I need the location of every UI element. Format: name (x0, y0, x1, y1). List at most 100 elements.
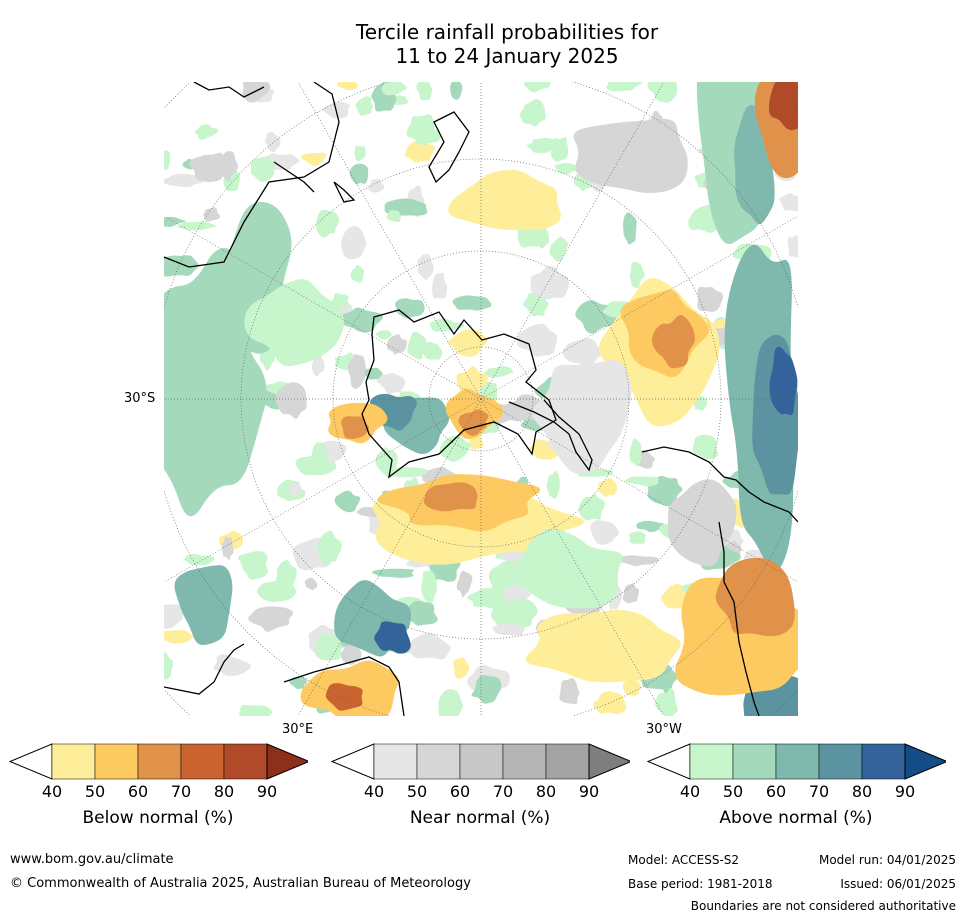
field-region (341, 416, 370, 439)
field-patch (692, 434, 719, 460)
field-patch (349, 163, 369, 185)
colorbar-tick-label: 40 (679, 782, 701, 801)
latitude-label-30s: 30°S (124, 391, 156, 406)
field-patch (629, 261, 646, 289)
coastline (193, 82, 265, 98)
field-patch (164, 216, 188, 227)
field-patch (623, 212, 637, 245)
field-patch (264, 131, 281, 153)
field-patch (554, 163, 578, 175)
field-patch (213, 654, 253, 677)
colorbar-tick-label: 80 (851, 782, 873, 801)
colorbar-lower-triangle (330, 743, 375, 780)
colorbar-upper-triangle (904, 743, 946, 780)
field-patch (176, 221, 218, 231)
coastline (718, 521, 760, 716)
coastline (641, 446, 798, 523)
field-region (423, 482, 478, 512)
field-region (499, 528, 623, 609)
colorbar-tick-label: 90 (578, 782, 600, 801)
colorbar-tick-label: 80 (535, 782, 557, 801)
field-region (532, 359, 632, 475)
field-patch (439, 435, 471, 462)
field-patch (368, 178, 385, 193)
field-patch (422, 341, 443, 360)
field-patch (376, 373, 406, 395)
field-patch (331, 293, 349, 308)
meridian-line (480, 398, 665, 716)
field-patch (404, 600, 438, 626)
colorbar-bin (689, 743, 734, 780)
colorbar-bin (732, 743, 777, 780)
colorbar-tick-label: 40 (41, 782, 63, 801)
coastline (164, 82, 340, 268)
colorbar-below (8, 743, 308, 780)
coastline (428, 111, 470, 184)
field-patch (622, 583, 640, 604)
coastline (273, 161, 315, 193)
field-patch (221, 535, 234, 561)
field-patch (550, 137, 569, 162)
colorbar-bin (51, 743, 96, 780)
coastline (283, 656, 405, 716)
colorbar-near (330, 743, 630, 780)
field-patch (275, 560, 297, 591)
field-patch (416, 82, 433, 101)
field-patch (697, 286, 724, 312)
colorbar-tick-label: 90 (894, 782, 916, 801)
colorbar-bin (545, 743, 590, 780)
website-link[interactable]: www.bom.gov.au/climate (10, 852, 174, 867)
field-patch (164, 610, 173, 630)
legend-below-normal: 40 50 60 70 80 90 Below normal (%) (8, 742, 308, 852)
colorbar-tick-label: 60 (765, 782, 787, 801)
field-patch (417, 253, 434, 280)
colorbar-tick-label: 70 (808, 782, 830, 801)
field-patch (526, 137, 559, 154)
field-patch (466, 587, 509, 609)
field-patch (524, 82, 551, 93)
field-patch (406, 114, 435, 146)
field-patch (409, 633, 452, 660)
field-region (573, 118, 689, 193)
field-region (374, 621, 411, 654)
field-patch (450, 82, 463, 100)
graticule (164, 82, 798, 716)
colorbar-bin (502, 743, 547, 780)
coastline (164, 643, 245, 695)
field-patch (337, 82, 359, 91)
field-patch (347, 354, 367, 389)
colorbar-tick-label: 50 (84, 782, 106, 801)
field-patch (237, 551, 268, 580)
legend-above-normal: 40 50 60 70 80 90 Above normal (%) (646, 742, 946, 852)
field-patch (317, 530, 342, 566)
colorbar-tick-label: 60 (127, 782, 149, 801)
field-region (164, 248, 272, 517)
field-patch (288, 481, 302, 498)
coastline (361, 309, 557, 479)
meridian-line (297, 82, 482, 400)
field-region (525, 609, 686, 683)
field-patch (520, 98, 546, 127)
field-patch (516, 323, 558, 357)
coastline (508, 399, 593, 472)
legend-caption-near: Near normal (%) (409, 808, 551, 828)
field-patch (655, 688, 678, 716)
issued-date: Issued: 06/01/2025 (840, 877, 956, 891)
meridian-line (480, 82, 665, 400)
meridian-line (164, 398, 482, 583)
field-patch (578, 494, 605, 521)
field-patch (492, 623, 525, 636)
field-patch (622, 679, 643, 696)
probability-fields (164, 82, 798, 716)
field-patch (239, 704, 274, 716)
coastlines (164, 82, 798, 716)
field-patch (387, 466, 428, 478)
field-patch (452, 295, 492, 311)
field-patch (203, 207, 221, 222)
colorbar-lower-triangle (8, 743, 53, 780)
colorbar-tick-label: 90 (256, 782, 278, 801)
field-patch (471, 675, 502, 704)
field-patch (355, 96, 374, 116)
colorbar-lower-triangle (646, 743, 691, 780)
colorbar-bin (223, 743, 268, 780)
